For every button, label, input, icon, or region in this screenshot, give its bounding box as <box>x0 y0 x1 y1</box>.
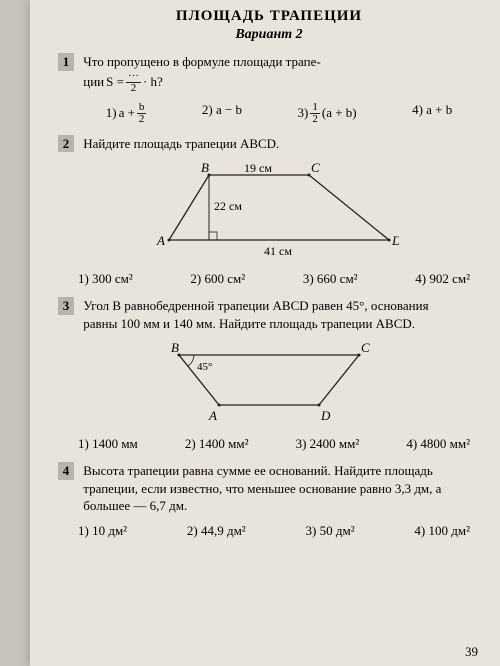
q1-opt3-num: 1 <box>310 102 320 114</box>
q3-angle: 45° <box>197 361 212 373</box>
q1-opt3: 3) 1 2 (a + b) <box>298 102 357 125</box>
q3-figure: B C A D 45° <box>58 340 480 430</box>
q2-opt1: 1) 300 см² <box>78 271 133 287</box>
q2-A: A <box>156 233 165 248</box>
q2-bc: 19 см <box>244 161 272 175</box>
q2-opt3: 3) 660 см² <box>303 271 358 287</box>
q2-C: C <box>311 160 320 175</box>
q1-opt3-den: 2 <box>310 114 320 125</box>
q1-opt1-num: b <box>137 102 147 114</box>
trapezoid-q2-svg: B C A D 19 см 22 см 41 см <box>139 160 399 260</box>
q2-D: D <box>391 233 399 248</box>
q1-opt1-frac: b 2 <box>137 102 147 125</box>
q3-opt4: 4) 4800 мм² <box>406 436 470 452</box>
q4-opt1: 1) 10 дм² <box>78 523 127 539</box>
q1-opt4: 4) a + b <box>412 102 452 125</box>
q2-ad: 41 см <box>264 244 292 258</box>
q1-opt1-label: 1) <box>106 105 117 121</box>
trapezoid-q3-svg: B C A D 45° <box>139 340 399 425</box>
q4-opt3: 3) 50 дм² <box>306 523 355 539</box>
q1-frac-num: ··· <box>126 71 141 83</box>
q1-formula-lhs: S = <box>106 73 124 91</box>
q3-A: A <box>208 408 217 423</box>
q2-figure: B C A D 19 см 22 см 41 см <box>58 160 480 265</box>
q1-options: 1) a + b 2 2) a − b 3) 1 2 (a + b) 4) a … <box>78 102 480 125</box>
q3-D: D <box>320 408 331 423</box>
q2-h: 22 см <box>214 199 242 213</box>
q3-num: 3 <box>58 297 74 315</box>
q1-frac-den: 2 <box>126 83 141 94</box>
q3-text: Угол B равнобедренной трапеции ABCD раве… <box>83 297 463 332</box>
variant: Вариант 2 <box>58 27 480 43</box>
q1-text-line1: Что пропущено в формуле площади трапе- <box>83 54 320 69</box>
q2-text: Найдите площадь трапеции ABCD. <box>83 135 463 153</box>
q1-opt3-frac: 1 2 <box>310 102 320 125</box>
title: ПЛОЩАДЬ ТРАПЕЦИИ <box>58 8 480 25</box>
q3-options: 1) 1400 мм 2) 1400 мм² 3) 2400 мм² 4) 48… <box>78 436 480 452</box>
q1-frac: ··· 2 <box>126 71 141 94</box>
q1-opt3-label: 3) <box>298 105 309 121</box>
q4-options: 1) 10 дм² 2) 44,9 дм² 3) 50 дм² 4) 100 д… <box>78 523 480 539</box>
q1-opt3-rest: (a + b) <box>322 105 357 121</box>
q1-num: 1 <box>58 53 74 71</box>
page: ПЛОЩАДЬ ТРАПЕЦИИ Вариант 2 1 Что пропуще… <box>30 0 500 666</box>
page-number: 39 <box>465 644 478 660</box>
question-3: 3 Угол B равнобедренной трапеции ABCD ра… <box>58 297 480 332</box>
q1-text-line2: ции <box>83 73 104 91</box>
q1-opt1-den: 2 <box>137 114 147 125</box>
q4-opt4: 4) 100 дм² <box>414 523 470 539</box>
q2-opt2: 2) 600 см² <box>190 271 245 287</box>
q2-num: 2 <box>58 135 74 153</box>
q4-text: Высота трапеции равна сумме ее оснований… <box>83 462 463 515</box>
question-4: 4 Высота трапеции равна сумме ее основан… <box>58 462 480 515</box>
q3-C: C <box>361 340 370 355</box>
q1-formula-rhs: · h? <box>143 73 163 91</box>
q2-opt4: 4) 902 см² <box>415 271 470 287</box>
q3-opt2: 2) 1400 мм² <box>185 436 249 452</box>
q1-formula-line: ции S = ··· 2 · h? <box>83 71 163 94</box>
q3-opt1: 1) 1400 мм <box>78 436 138 452</box>
q2-options: 1) 300 см² 2) 600 см² 3) 660 см² 4) 902 … <box>78 271 480 287</box>
q1-text: Что пропущено в формуле площади трапе- ц… <box>83 53 463 94</box>
q4-opt2: 2) 44,9 дм² <box>187 523 246 539</box>
q1-opt1-a: a + <box>119 105 135 121</box>
q1-opt2: 2) a − b <box>202 102 242 125</box>
q1-opt1: 1) a + b 2 <box>106 102 147 125</box>
q2-B: B <box>201 160 209 175</box>
question-1: 1 Что пропущено в формуле площади трапе-… <box>58 53 480 94</box>
question-2: 2 Найдите площадь трапеции ABCD. <box>58 135 480 153</box>
q3-B: B <box>171 340 179 355</box>
q4-num: 4 <box>58 462 74 480</box>
q3-opt3: 3) 2400 мм² <box>296 436 360 452</box>
